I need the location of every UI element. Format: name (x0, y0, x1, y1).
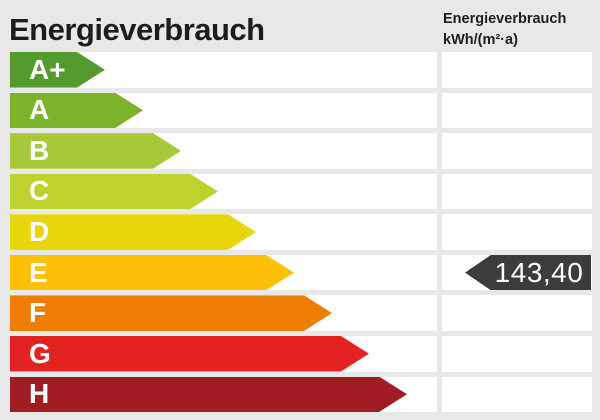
rating-letter: D (29, 216, 50, 248)
rating-track: C (10, 173, 437, 210)
rating-letter: G (29, 337, 51, 369)
rating-track: F (10, 295, 437, 331)
value-column-box (442, 133, 592, 169)
rating-track: H (10, 376, 437, 413)
rating-row-f: F (10, 295, 592, 331)
rating-letter: E (29, 256, 48, 288)
page-title: Energieverbrauch (9, 12, 265, 47)
rating-bar-arrow: F (10, 295, 332, 331)
rating-letter: F (29, 297, 47, 329)
rating-bar-arrow: C (10, 174, 218, 210)
unit-header: Energieverbrauch kWh/(m²·a) (443, 9, 566, 51)
rating-track: A (10, 92, 437, 129)
rating-row-h: H (10, 376, 592, 413)
rating-letter: A (29, 94, 50, 126)
rating-row-aplus: A+ (10, 52, 592, 88)
value-column-box (442, 214, 592, 250)
rating-scale: A+ A B C D E 143,40 F G H (10, 52, 592, 413)
value-text: 143,40 (494, 256, 584, 288)
value-column-box (442, 335, 592, 372)
rating-row-a: A (10, 92, 592, 129)
rating-track: E (10, 254, 437, 291)
value-column-box: 143,40 (442, 254, 592, 291)
rating-track: A+ (10, 52, 437, 88)
rating-row-g: G (10, 335, 592, 372)
rating-track: G (10, 335, 437, 372)
value-column-box (442, 92, 592, 129)
rating-bar-arrow: D (10, 214, 256, 250)
value-column-box (442, 52, 592, 88)
rating-row-e: E 143,40 (10, 254, 592, 291)
value-column-box (442, 173, 592, 210)
rating-bar-arrow: G (10, 336, 369, 372)
rating-letter: H (29, 378, 50, 410)
rating-bar-arrow: H (10, 377, 407, 413)
rating-row-d: D (10, 214, 592, 250)
rating-row-c: C (10, 173, 592, 210)
rating-bar-arrow: A (10, 93, 143, 129)
rating-bar-arrow: A+ (10, 52, 105, 88)
value-column-box (442, 295, 592, 331)
rating-letter: C (29, 175, 50, 207)
rating-bar-arrow: B (10, 133, 181, 169)
rating-track: D (10, 214, 437, 250)
rating-track: B (10, 133, 437, 169)
unit-header-unit: kWh/(m²·a) (443, 32, 518, 48)
value-column-box (442, 376, 592, 413)
rating-row-b: B (10, 133, 592, 169)
rating-bar-arrow: E (10, 255, 294, 291)
rating-letter: A+ (29, 53, 66, 85)
unit-header-title: Energieverbrauch (443, 11, 567, 27)
rating-letter: B (29, 134, 50, 166)
value-badge: 143,40 (465, 254, 591, 291)
